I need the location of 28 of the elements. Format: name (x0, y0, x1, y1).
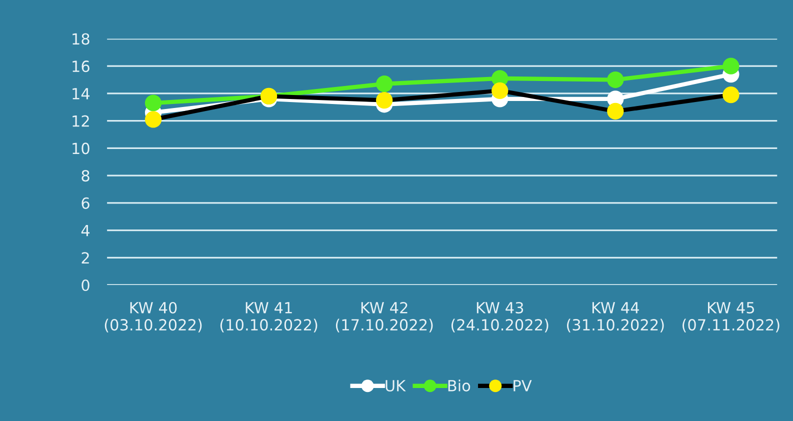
legend-label: Bio (448, 380, 470, 392)
y-tick-label: 6 (82, 197, 90, 209)
y-tick-label: 16 (72, 60, 90, 72)
point (607, 71, 624, 88)
point (144, 94, 162, 112)
y-tick-label: 4 (81, 224, 90, 236)
x-tick-label: KW 43 (24.10.2022) (451, 302, 548, 332)
point (722, 58, 740, 74)
point (492, 82, 508, 100)
x-tick-label: KW 40 (03.10.2022) (104, 302, 202, 332)
legend-label: UK (386, 380, 406, 392)
y-tick-label: 14 (72, 88, 90, 100)
point (144, 111, 162, 128)
y-tick-label: 8 (82, 170, 90, 182)
x-tick-label: KW 41 (10.10.2022) (220, 302, 318, 332)
legend-label: PV (514, 380, 532, 392)
y-tick-label: 0 (82, 279, 90, 292)
y-tick-label: 12 (72, 115, 89, 127)
x-tick-label: KW 42 (17.10.2022) (336, 302, 433, 332)
x-tick-label: KW 44 (31.10.2022) (567, 302, 664, 332)
point (607, 102, 624, 120)
point (376, 76, 393, 92)
point (722, 86, 740, 104)
y-tick-label: 18 (72, 33, 90, 45)
x-tick-label: KW 45 (07.11.2022) (682, 302, 780, 332)
y-tick-label: 10 (72, 142, 90, 154)
point (376, 92, 393, 109)
y-tick-label: 2 (82, 252, 89, 264)
